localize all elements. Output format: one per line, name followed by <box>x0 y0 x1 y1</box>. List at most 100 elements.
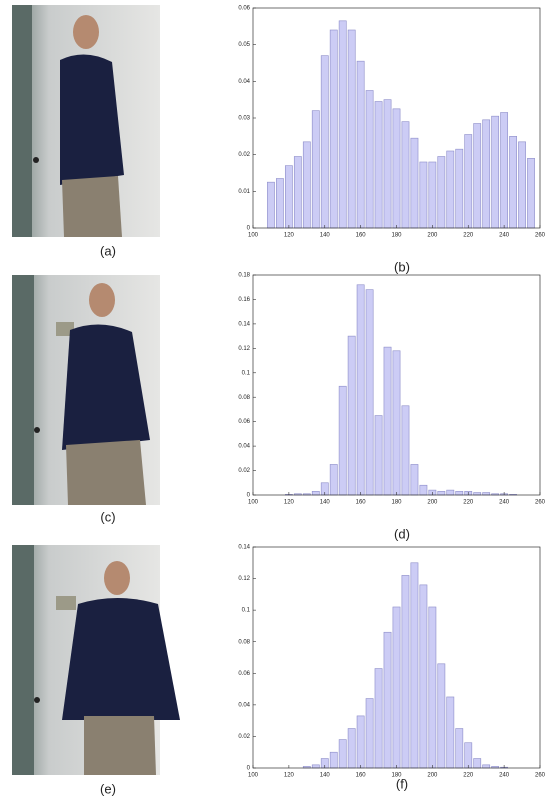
y-tick-label: 0.02 <box>238 734 250 740</box>
bar <box>527 158 535 229</box>
y-tick-label: 0.04 <box>238 444 250 450</box>
bar <box>365 90 374 229</box>
bar <box>329 751 338 769</box>
bar <box>374 668 383 769</box>
x-tick-label: 200 <box>427 233 438 239</box>
photo-c <box>12 275 160 505</box>
bar <box>302 141 311 229</box>
photo-caption: (a) <box>100 243 116 258</box>
photo-caption: (e) <box>100 781 116 796</box>
bar <box>446 489 455 496</box>
bar <box>392 350 401 496</box>
x-tick-label: 100 <box>248 773 259 779</box>
y-tick-label: 0.18 <box>238 273 250 279</box>
y-tick-label: 0.04 <box>238 702 250 708</box>
y-tick-label: 0.1 <box>242 370 251 376</box>
y-tick-label: 0.05 <box>238 42 250 48</box>
bar <box>267 181 275 229</box>
bar <box>410 464 419 496</box>
x-tick-label: 240 <box>499 233 510 239</box>
x-tick-label: 180 <box>391 233 402 239</box>
chart-caption: (f) <box>396 776 408 791</box>
y-tick-label: 0.14 <box>238 321 250 327</box>
bar <box>392 606 401 769</box>
bar <box>464 134 473 229</box>
bar <box>410 562 419 769</box>
bar <box>347 335 356 496</box>
x-tick-label: 140 <box>320 773 331 779</box>
x-tick-label: 140 <box>320 233 331 239</box>
x-tick-label: 120 <box>284 500 295 506</box>
x-tick-label: 160 <box>356 233 367 239</box>
bar <box>347 29 356 229</box>
x-tick-label: 200 <box>427 500 438 506</box>
x-tick-label: 160 <box>356 500 367 506</box>
bar <box>329 464 338 496</box>
bar <box>473 492 482 496</box>
x-tick-label: 260 <box>535 500 546 506</box>
bar <box>509 136 517 229</box>
bar <box>491 115 500 229</box>
y-tick-label: 0.12 <box>238 346 250 352</box>
x-tick-label: 140 <box>320 500 331 506</box>
bar <box>419 484 428 496</box>
bar <box>311 764 320 769</box>
x-tick-label: 100 <box>248 500 259 506</box>
bar <box>437 156 446 229</box>
y-tick-label: 0.06 <box>238 419 250 425</box>
bar <box>347 728 356 769</box>
bar <box>419 584 428 769</box>
x-tick-label: 220 <box>463 233 474 239</box>
photo-a <box>12 5 160 237</box>
bar <box>446 696 455 769</box>
y-tick-label: 0.04 <box>238 79 250 85</box>
bar <box>437 663 446 769</box>
bar <box>428 606 437 769</box>
bar <box>374 415 383 496</box>
bar <box>284 165 293 229</box>
x-tick-label: 180 <box>391 773 402 779</box>
photo-caption: (c) <box>100 509 115 524</box>
bar <box>437 491 446 496</box>
x-tick-label: 100 <box>248 233 259 239</box>
x-tick-label: 120 <box>284 773 295 779</box>
y-tick-label: 0.14 <box>238 545 250 551</box>
bar <box>482 492 491 496</box>
y-tick-label: 0.02 <box>238 152 250 158</box>
bar <box>419 161 428 229</box>
bar <box>455 491 464 496</box>
bar <box>401 575 410 769</box>
bar <box>383 631 392 769</box>
bar <box>374 101 383 229</box>
x-tick-label: 260 <box>535 773 546 779</box>
bar <box>338 385 347 496</box>
y-tick-label: 0.1 <box>242 608 251 614</box>
bar <box>311 110 320 229</box>
bar <box>356 284 365 496</box>
bar <box>455 728 464 769</box>
chart-caption: (d) <box>394 526 410 541</box>
bar <box>276 178 284 229</box>
x-tick-label: 200 <box>427 773 438 779</box>
bar <box>482 119 491 229</box>
bar <box>311 491 320 496</box>
bar <box>410 137 419 229</box>
bar <box>428 161 437 229</box>
y-tick-label: 0.06 <box>238 671 250 677</box>
bar <box>356 715 365 769</box>
bar <box>356 60 365 229</box>
bar <box>482 764 491 769</box>
y-tick-label: 0 <box>247 226 251 232</box>
y-tick-label: 0 <box>247 766 251 772</box>
y-tick-label: 0.16 <box>238 297 250 303</box>
bar <box>383 346 392 496</box>
x-tick-label: 240 <box>499 500 510 506</box>
x-tick-label: 220 <box>463 773 474 779</box>
y-tick-label: 0.06 <box>238 6 250 12</box>
x-tick-label: 180 <box>391 500 402 506</box>
x-tick-label: 160 <box>356 773 367 779</box>
bar <box>446 150 455 229</box>
bar <box>365 289 374 496</box>
bar <box>365 698 374 769</box>
